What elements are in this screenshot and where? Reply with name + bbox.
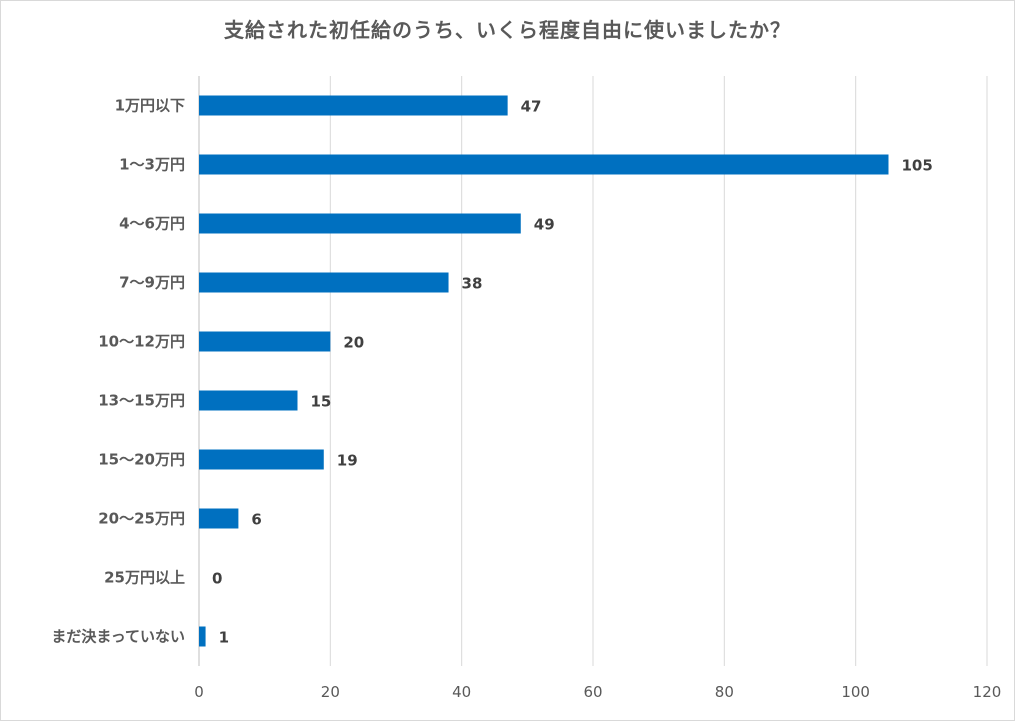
bar [199,626,206,647]
data-labels: 47 105 49 38 20 15 19 6 0 1 [212,98,933,647]
bars [199,95,889,647]
bar [199,95,508,116]
category-label: 15～20万円 [98,451,185,469]
data-label: 20 [343,334,364,352]
category-label: 4～6万円 [119,215,185,233]
category-label: 10～12万円 [98,333,185,351]
data-label: 1 [219,629,229,647]
bar [199,213,521,234]
category-label: 13～15万円 [98,392,185,410]
data-label: 19 [337,452,358,470]
data-label: 105 [902,157,933,175]
category-labels: 1万円以下 1～3万円 4～6万円 7～9万円 10～12万円 13～15万円 15～20万… [51,97,185,646]
bar [199,449,324,470]
x-tick-label: 80 [715,683,734,701]
x-tick-label: 60 [583,683,602,701]
chart-title: 支給された初任給のうち、いくら程度自由に使いましたか？ [224,18,791,42]
x-tick-label: 40 [452,683,471,701]
x-tick-label: 0 [194,683,204,701]
bar [199,272,449,293]
bar [199,154,889,175]
category-label: まだ決まっていない [51,628,185,646]
data-label: 15 [311,393,332,411]
bar [199,508,239,529]
bar [199,390,298,411]
category-label: 1～3万円 [119,156,185,174]
category-label: 1万円以下 [115,97,185,115]
x-tick-label: 20 [321,683,340,701]
bar [199,331,331,352]
data-label: 38 [462,275,483,293]
category-label: 20～25万円 [98,510,185,528]
data-label: 0 [212,570,222,588]
data-label: 6 [251,511,261,529]
x-tick-label: 120 [973,683,1002,701]
x-tick-labels: 0 20 40 60 80 100 120 [194,683,1001,701]
data-label: 47 [521,98,542,116]
category-label: 25万円以上 [104,569,185,587]
data-label: 49 [534,216,555,234]
category-label: 7～9万円 [119,274,185,292]
x-tick-label: 100 [841,683,870,701]
